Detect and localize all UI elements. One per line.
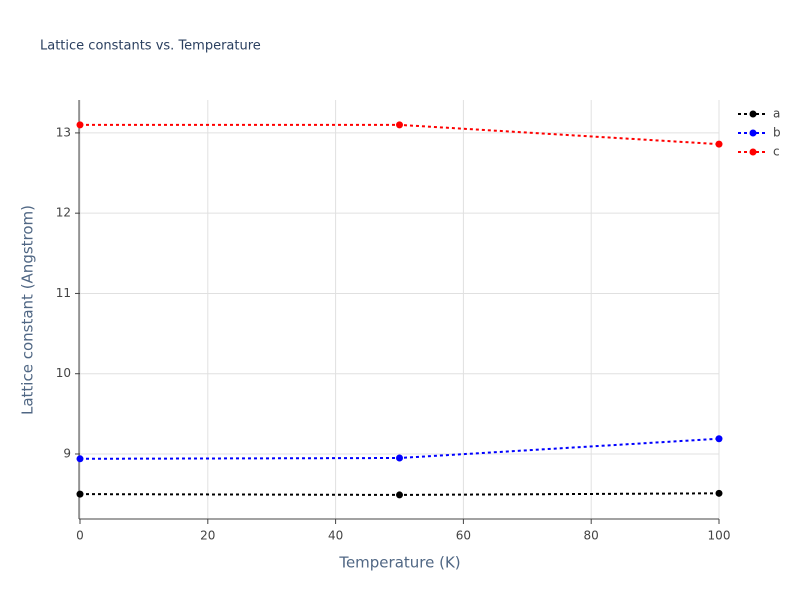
legend-marker [749,129,757,137]
legend-label: c [773,145,780,159]
x-axis-title: Temperature (K) [338,554,460,572]
x-tick-label: 60 [456,529,471,543]
y-axis-title: Lattice constant (Angstrom) [19,205,37,415]
y-tick-label: 10 [56,366,71,380]
x-tick-label: 100 [708,529,731,543]
legend-label: a [773,107,780,121]
y-tick-label: 9 [63,446,71,460]
data-point [76,455,84,463]
data-point [76,490,84,498]
x-tick-label: 80 [584,529,599,543]
data-point [76,121,84,129]
legend-marker [749,110,757,118]
data-point [396,121,403,129]
y-tick-label: 13 [56,125,71,139]
y-tick-label: 11 [56,286,71,300]
y-tick-label: 12 [56,206,71,220]
data-point [715,435,723,443]
data-point [715,489,723,497]
legend-label: b [773,126,781,140]
x-tick-label: 20 [200,529,215,543]
data-point [396,454,403,462]
x-tick-label: 0 [76,529,84,543]
legend-marker [749,148,757,156]
data-point [396,491,403,499]
chart-title: Lattice constants vs. Temperature [40,39,261,54]
data-point [715,140,723,148]
x-tick-label: 40 [328,529,343,543]
